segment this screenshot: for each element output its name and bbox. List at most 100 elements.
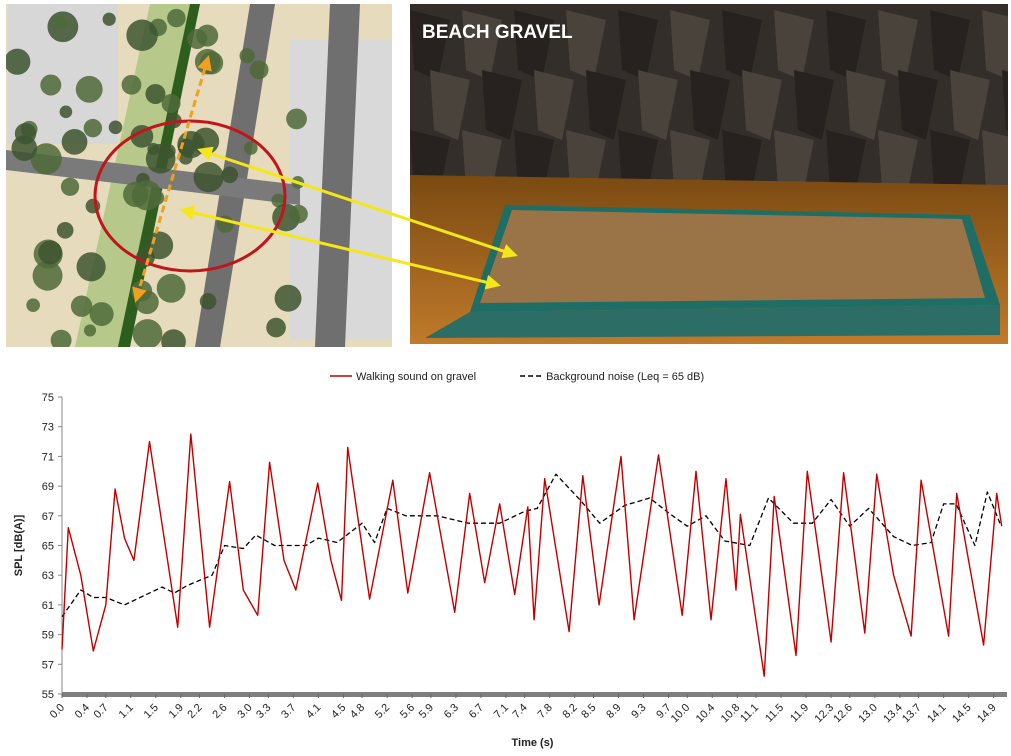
map-tree <box>61 128 88 155</box>
gravel-photo: BEACH GRAVEL <box>410 4 1008 344</box>
map-tree <box>30 143 62 175</box>
link-arrow <box>179 205 501 290</box>
x-tick-label: 4.1 <box>304 702 323 721</box>
x-tick-label: 3.0 <box>235 702 254 721</box>
x-tick-label: 10.8 <box>719 702 743 726</box>
x-axis <box>62 692 1007 697</box>
x-tick-label: 1.1 <box>117 702 136 721</box>
map-tree <box>50 329 72 347</box>
map-tree <box>89 302 114 327</box>
x-tick-label: 13.0 <box>856 702 880 726</box>
y-tick-label: 61 <box>42 600 54 612</box>
map-tree <box>75 75 103 103</box>
map-tree <box>239 48 255 64</box>
chart: Walking sound on gravel Background noise … <box>13 371 1007 749</box>
series-line <box>61 473 1001 618</box>
map-tree <box>161 94 181 113</box>
map-tree <box>145 143 176 174</box>
y-tick-label: 59 <box>42 630 54 642</box>
y-tick-label: 75 <box>42 392 54 404</box>
x-tick-label: 13.7 <box>900 702 924 726</box>
x-tick-label: 14.9 <box>975 702 999 726</box>
map-tree <box>266 317 286 338</box>
y-tick-label: 69 <box>42 481 54 493</box>
foam-wedge <box>566 10 606 80</box>
map-tree <box>249 60 269 80</box>
foam-wedge <box>1002 70 1008 131</box>
x-tick-label: 10.0 <box>669 702 693 726</box>
y-tick-label: 73 <box>42 422 54 434</box>
x-tick-label: 12.3 <box>813 702 837 726</box>
foam-wedge <box>878 10 918 80</box>
map-tree <box>132 319 163 347</box>
map-tree <box>221 166 239 184</box>
foam-wedge <box>690 70 730 140</box>
map-tree <box>56 221 74 239</box>
y-tick-label: 67 <box>42 511 54 523</box>
photo-caption: BEACH GRAVEL <box>422 22 573 43</box>
map-tree <box>145 231 174 260</box>
x-tick-label: 7.8 <box>536 702 555 721</box>
walk-path-arrow <box>132 55 212 303</box>
y-tick-label: 65 <box>42 541 54 553</box>
foam-wedge <box>482 70 522 140</box>
foam-wedge <box>846 70 886 140</box>
x-tick-label: 4.5 <box>329 702 348 721</box>
x-tick-label: 10.4 <box>694 702 718 726</box>
map-tree <box>60 177 80 196</box>
map-tree <box>178 150 193 165</box>
foam-wedge <box>950 70 990 140</box>
y-tick-label: 63 <box>42 570 54 582</box>
gravel <box>480 210 985 303</box>
foam-wedge <box>462 10 502 80</box>
x-tick-label: 8.2 <box>561 702 580 721</box>
x-tick-label: 9.3 <box>629 702 648 721</box>
foam-wedge <box>898 70 938 140</box>
x-tick-label: 14.1 <box>925 702 949 726</box>
foam-wedge <box>534 70 574 140</box>
foam-wedge <box>930 130 970 200</box>
x-tick-label: 1.9 <box>167 702 186 721</box>
series-line <box>61 433 1003 677</box>
legend-label: Walking sound on gravel <box>356 371 476 383</box>
foam-wedge <box>878 130 918 200</box>
x-tick-label: 2.2 <box>185 702 204 721</box>
foam-wedge <box>586 70 626 140</box>
x-tick-label: 11.5 <box>763 702 786 725</box>
foam-wedge <box>430 70 470 140</box>
y-tick-label: 57 <box>42 659 54 671</box>
x-tick-label: 12.6 <box>831 702 855 726</box>
foam-wedge <box>982 10 1008 80</box>
foam-wedge <box>742 70 782 140</box>
map-tree <box>70 295 93 317</box>
x-tick-label: 3.3 <box>254 702 273 721</box>
map-tree <box>161 329 186 347</box>
map-tree <box>126 19 158 52</box>
x-tick-label: 0.0 <box>48 702 67 721</box>
foam-wedge <box>982 130 1008 200</box>
map-tree <box>76 252 106 282</box>
x-tick-label: 0.7 <box>92 702 111 721</box>
map-tree <box>199 293 217 310</box>
x-tick-label: 7.1 <box>492 702 511 721</box>
y-tick-label: 55 <box>42 689 54 701</box>
foam-wedge <box>774 10 814 80</box>
x-tick-label: 8.9 <box>604 702 623 721</box>
x-tick-label: 7.4 <box>511 702 530 721</box>
x-tick-label: 5.2 <box>373 702 392 721</box>
x-tick-label: 4.8 <box>348 702 367 721</box>
map-tree <box>286 108 307 130</box>
map-tree <box>187 28 208 49</box>
y-axis-title: SPL [dB(A)] <box>13 514 25 576</box>
y-tick-label: 71 <box>42 451 54 463</box>
x-tick-label: 14.5 <box>950 702 974 726</box>
map-tree <box>193 162 224 193</box>
map-tree <box>53 15 68 30</box>
x-tick-label: 8.5 <box>579 702 598 721</box>
x-tick-label: 11.9 <box>788 702 811 725</box>
map-tree <box>131 180 162 211</box>
map-tree <box>38 240 63 265</box>
map-tree <box>167 8 186 28</box>
map-tree <box>289 204 308 224</box>
map-tree <box>83 118 103 138</box>
